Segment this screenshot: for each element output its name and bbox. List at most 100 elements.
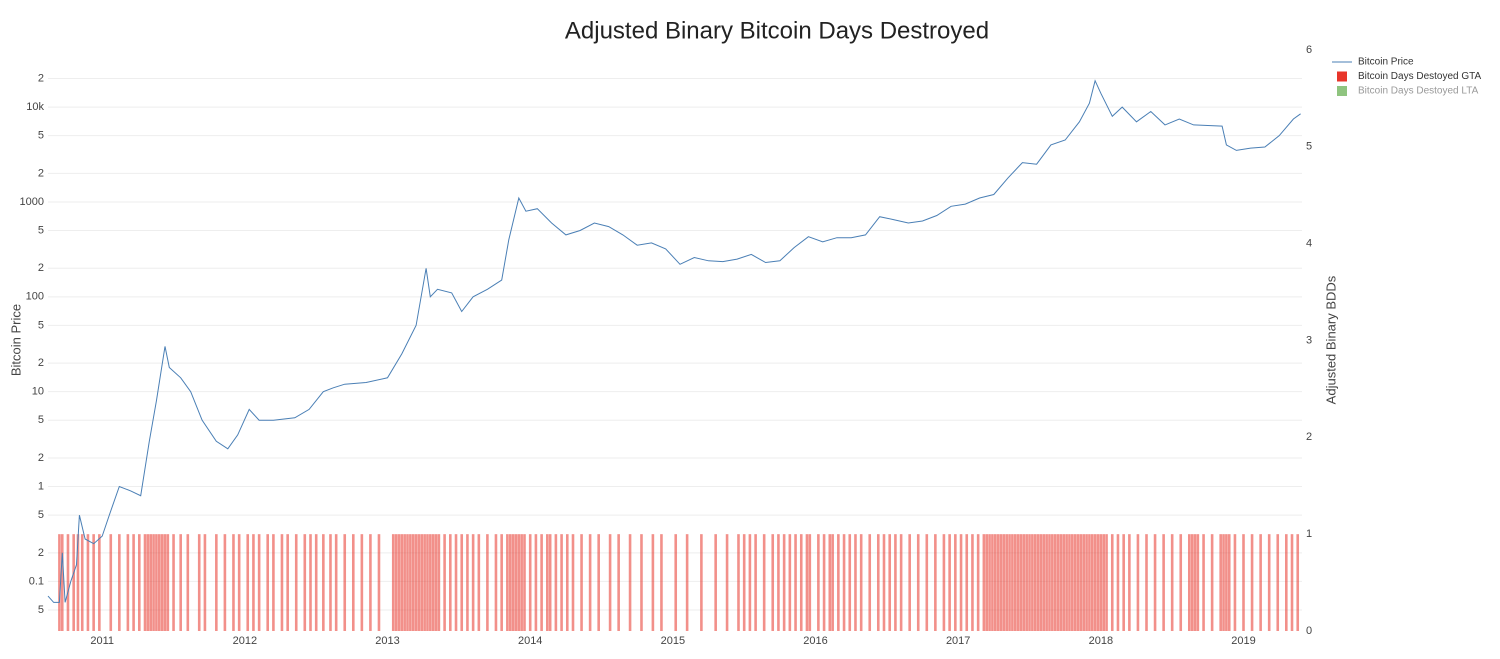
bdd-bar	[660, 534, 663, 631]
bdd-bar	[1099, 534, 1103, 631]
bdd-bar	[72, 534, 75, 631]
bdd-bar	[1033, 534, 1037, 631]
bdd-bar	[651, 534, 655, 631]
bdd-bar	[976, 534, 980, 631]
y2-tick-label: 0	[1306, 625, 1312, 637]
y-tick-label: 0.1	[29, 575, 44, 587]
y2-tick-label: 1	[1306, 528, 1312, 540]
bdd-bar	[360, 534, 364, 631]
bdd-bar	[508, 534, 512, 631]
bdd-bar	[286, 534, 289, 631]
bdd-bar	[1036, 534, 1040, 631]
bars	[58, 534, 1300, 631]
bdd-bar	[1259, 534, 1262, 631]
bdd-bar	[197, 534, 201, 631]
bdd-bar	[443, 534, 446, 631]
y-tick-label: 5	[38, 319, 44, 331]
bdd-bar	[252, 534, 255, 631]
y-tick-label: 10	[32, 386, 44, 398]
bdd-bar	[771, 534, 775, 631]
bdd-bar	[993, 534, 997, 631]
bdd-bar	[377, 534, 381, 631]
bdd-bar	[406, 534, 409, 631]
y2-tick-label: 3	[1306, 334, 1312, 346]
bdd-bar	[700, 534, 703, 631]
bdd-bar	[1193, 534, 1197, 631]
bdd-bar	[1170, 534, 1174, 631]
bdd-bar	[329, 534, 332, 631]
bdd-bar	[420, 534, 424, 631]
chart-title: Adjusted Binary Bitcoin Days Destroyed	[565, 17, 989, 44]
bdd-bar	[294, 534, 298, 631]
y-tick-label: 5	[38, 604, 44, 616]
legend-label: Bitcoin Price	[1358, 57, 1414, 68]
bdd-bar	[477, 534, 481, 631]
x-tick-label: 2014	[518, 635, 542, 647]
bdd-bar	[303, 534, 307, 631]
bdd-bar	[894, 534, 897, 631]
bdd-bar	[98, 534, 101, 631]
bdd-bar	[280, 534, 284, 631]
bdd-bar	[1187, 534, 1191, 631]
bdd-bar	[859, 534, 863, 631]
bdd-bar	[882, 534, 886, 631]
bdd-bar	[466, 534, 469, 631]
bdd-bar	[988, 534, 991, 631]
bdd-bar	[560, 534, 563, 631]
x-tick-label: 2016	[803, 635, 827, 647]
bdd-bar	[1005, 534, 1008, 631]
bdd-bar	[494, 534, 498, 631]
bdd-bar	[314, 534, 318, 631]
bdd-bar	[822, 534, 826, 631]
bdd-bar	[511, 534, 515, 631]
bdd-bar	[628, 534, 632, 631]
bdd-bar	[58, 534, 61, 631]
bdd-bar	[1296, 534, 1300, 631]
bdd-bar	[965, 534, 969, 631]
bdd-bar	[266, 534, 269, 631]
bdd-bar	[1071, 534, 1074, 631]
bdd-bar	[1056, 534, 1060, 631]
bdd-bar	[854, 534, 857, 631]
bdd-bar	[828, 534, 832, 631]
bdd-bar	[351, 534, 355, 631]
bdd-bar	[1068, 534, 1071, 631]
bdd-bar	[1136, 534, 1140, 631]
x-tick-label: 2011	[90, 635, 114, 647]
bdd-bar	[1285, 534, 1288, 631]
bdd-bar	[1225, 534, 1228, 631]
bdd-bar	[179, 534, 182, 631]
bdd-bar	[985, 534, 989, 631]
bdd-bar	[954, 534, 957, 631]
bdd-bar	[1110, 534, 1114, 631]
bdd-bar	[60, 534, 64, 631]
bdd-bar	[934, 534, 937, 631]
bdd-bar	[777, 534, 780, 631]
bdd-bar	[1082, 534, 1086, 631]
bdd-bar	[1065, 534, 1068, 631]
bdd-bar	[548, 534, 552, 631]
bdd-bar	[959, 534, 963, 631]
bdd-bar	[414, 534, 418, 631]
bdd-bar	[565, 534, 569, 631]
bdd-bar	[397, 534, 401, 631]
bdd-bar	[1011, 534, 1014, 631]
bdd-bar	[149, 534, 153, 631]
bdd-bar	[309, 534, 312, 631]
bdd-bar	[334, 534, 338, 631]
x-tick-label: 2019	[1231, 635, 1255, 647]
bdd-bar	[146, 534, 150, 631]
bdd-bar	[742, 534, 746, 631]
bdd-bar	[876, 534, 880, 631]
bdd-bar	[403, 534, 406, 631]
bdd-bar	[1085, 534, 1088, 631]
bdd-bar	[215, 534, 218, 631]
bdd-bar	[1079, 534, 1083, 631]
bdd-bar	[1116, 534, 1120, 631]
bdd-bar	[1128, 534, 1131, 631]
bdd-bar	[143, 534, 147, 631]
bdd-bar	[520, 534, 523, 631]
y-tick-label: 2	[38, 167, 44, 179]
bdd-bar	[1062, 534, 1066, 631]
bdd-bar	[1073, 534, 1077, 631]
